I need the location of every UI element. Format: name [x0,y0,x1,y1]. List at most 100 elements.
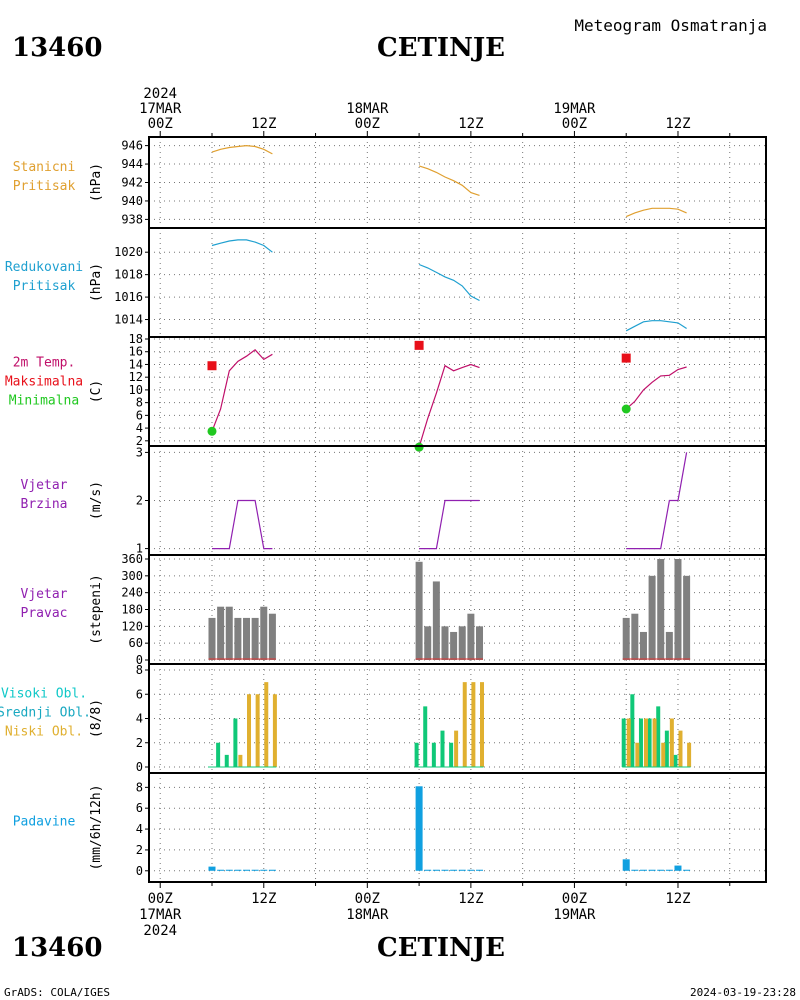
y-axis-label: (stepeni) [89,574,104,644]
bar [639,631,647,660]
cloud-bar [661,742,666,767]
y-tick-label: 1014 [114,313,143,327]
y-tick-label: 300 [121,569,143,583]
bar [450,869,458,871]
min-marker [414,442,424,452]
series-line [625,366,687,410]
panel-label: Visoki Obl. [1,687,87,702]
panel-label: Pritisak [13,179,76,194]
cloud-bar [643,718,648,767]
y-tick-label: 14 [129,357,143,371]
bar [458,626,466,660]
bar [208,617,216,660]
y-tick-label: 946 [121,139,143,153]
bar [648,869,656,871]
max-marker [621,353,631,363]
bar [683,869,691,871]
cloud-bar [678,730,683,767]
chart-subtitle: Meteogram Osmatranja [574,16,767,35]
bar [424,869,432,871]
bar [234,617,242,660]
series-line [625,207,687,218]
y-tick-label: 942 [121,176,143,190]
station-id: 13460 [12,33,102,63]
cloud-bar [664,730,669,767]
y-tick-label: 1020 [114,245,143,259]
y-tick-label: 10 [129,383,143,397]
bar [441,869,449,871]
cloud-bar [272,694,277,767]
x-tick-label-bottom: 12Z [665,891,690,907]
cloud-bar [449,742,454,767]
cloud-bar [652,718,657,767]
bar [260,606,268,660]
y-tick-label: 240 [121,586,143,600]
x-tick-label-bottom: 17MAR [139,907,182,923]
cloud-bar [669,718,674,767]
y-tick-label: 6 [136,408,143,422]
y-tick-label: 6 [136,801,143,815]
y-tick-label: 6 [136,687,143,701]
y-tick-label: 2 [136,434,143,448]
y-tick-label: 938 [121,212,143,226]
cloud-bar [440,730,445,767]
bar [674,865,682,871]
cloud-bar [626,718,631,767]
panel-frame [148,336,767,447]
bar [467,869,475,871]
series-line [211,144,273,155]
series-line [211,239,273,253]
station-name: CETINJE [377,33,505,63]
series-line [418,165,480,196]
bar [260,869,268,871]
y-tick-label: 940 [121,194,143,208]
min-marker [207,426,217,436]
y-tick-label: 0 [136,760,143,774]
bar [415,561,423,660]
cloud-bar [656,706,661,767]
y-axis-label: (hPa) [89,263,104,302]
bar [217,606,225,660]
x-tick-label-top: 00Z [148,116,173,132]
cloud-bar [454,730,459,767]
panel-label: 2m Temp. [13,356,76,371]
cloud-bar [687,742,692,767]
y-tick-label: 360 [121,552,143,566]
bar [622,617,630,660]
y-axis-label: (8/8) [89,699,104,738]
x-tick-label-top: 12Z [251,116,276,132]
cloud-bar [233,718,238,767]
cloud-bar [673,754,678,767]
y-tick-label: 1 [136,542,143,556]
cloud-bar [638,718,643,767]
bar [234,869,242,871]
bar [648,575,656,660]
series-line [626,452,688,550]
x-tick-label-top: 12Z [665,116,690,132]
panel-label: Pravac [21,606,68,621]
panel-6: 0 2 4 6 8 (8/8)Visoki Obl. Srednji Obl. Niski O… [0,663,767,774]
y-axis-label: (C) [89,380,104,403]
y-tick-label: 8 [136,396,143,410]
x-tick-label-bottom: 12Z [251,891,276,907]
x-tick-label-top: 00Z [355,116,380,132]
x-tick-label-bottom: 00Z [355,891,380,907]
x-tick-label-top: 17MAR [139,101,182,117]
bar [208,866,216,871]
y-tick-label: 120 [121,619,143,633]
x-tick-label-bottom: 00Z [562,891,587,907]
y-tick-label: 1018 [114,268,143,282]
cloud-bar [264,682,269,767]
y-tick-label: 8 [136,663,143,677]
bar [450,631,458,660]
cloud-bar [630,694,635,767]
bar [476,626,484,660]
y-tick-label: 8 [136,780,143,794]
y-tick-label: 1016 [114,290,143,304]
bar [251,617,259,660]
cloud-bar [462,682,467,767]
y-tick-label: 0 [136,864,143,878]
x-tick-label-top: 12Z [458,116,483,132]
